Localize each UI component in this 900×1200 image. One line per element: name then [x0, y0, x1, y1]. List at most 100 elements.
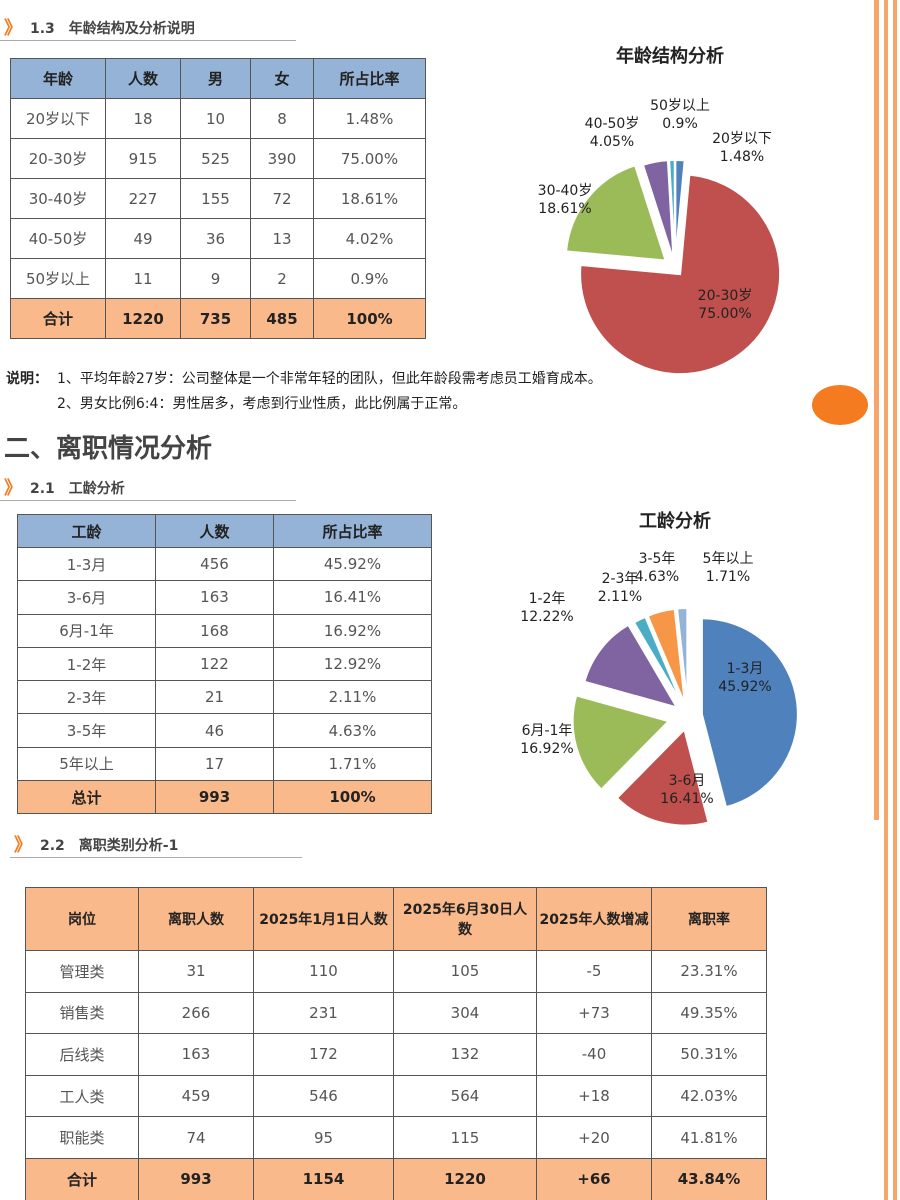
table-cell: 离职率	[651, 887, 767, 951]
table-cell: 485	[250, 298, 314, 339]
table-cell: 20-30岁	[10, 138, 106, 179]
table-cell: 1220	[105, 298, 181, 339]
note-line: 1、平均年龄27岁：公司整体是一个非常年轻的团队，但此年龄段需考虑员工婚育成本。	[57, 371, 602, 387]
stripe	[893, 0, 897, 1200]
table-cell: 30-40岁	[10, 178, 106, 219]
table-cell: 735	[180, 298, 251, 339]
stripe	[884, 0, 888, 1200]
table-cell: +20	[536, 1116, 652, 1159]
table-cell: 42.03%	[651, 1074, 767, 1118]
table-cell: 2	[250, 258, 314, 299]
table-cell: 21	[155, 680, 274, 715]
table-row: 职能类 74 95 115 +20 41.81%	[25, 1116, 767, 1159]
table-cell: 8	[250, 98, 314, 139]
table-cell: 163	[138, 1033, 254, 1076]
table-cell: 525	[180, 138, 251, 179]
table-cell: 1220	[393, 1157, 537, 1200]
table-cell: 销售类	[25, 991, 139, 1035]
slice-label: 3-5年	[639, 551, 676, 567]
table-cell: 11	[105, 258, 181, 299]
table-cell: 2-3年	[17, 680, 156, 715]
table-row: 2-3年 21 2.11%	[17, 680, 432, 715]
table-cell: 管理类	[25, 950, 139, 993]
slice-label: 30-40岁	[538, 183, 593, 199]
table-row: 20-30岁 915 525 390 75.00%	[10, 138, 426, 179]
chapter-heading: 二、离职情况分析	[4, 434, 213, 464]
slice-label: 1-2年	[529, 591, 566, 607]
heading-text: 2.1 工龄分析	[30, 481, 125, 497]
table-cell: 122	[155, 646, 274, 682]
table-cell: 1154	[253, 1157, 394, 1200]
table-cell: 50.31%	[651, 1033, 767, 1076]
table-row: 6月-1年 168 16.92%	[17, 613, 432, 648]
table-cell: 231	[253, 991, 394, 1035]
table-cell: 2025年人数增减	[536, 887, 652, 951]
table-cell: 132	[393, 1033, 537, 1076]
table-cell: 16.92%	[273, 613, 432, 648]
table-cell: 227	[105, 178, 181, 219]
table-cell: 5年以上	[17, 746, 156, 782]
slice-label: 20-30岁	[698, 288, 753, 304]
slice-value: 2.11%	[598, 589, 642, 605]
table-cell: 100%	[313, 298, 426, 339]
table-cell: 105	[393, 950, 537, 993]
table-cell: 2025年6月30日人数	[393, 887, 537, 951]
pie-slice	[675, 607, 689, 705]
slice-label: 1-3月	[727, 661, 764, 677]
table-cell: 49	[105, 218, 181, 259]
table-cell: 所占比率	[273, 514, 432, 548]
table-cell: 993	[138, 1157, 254, 1200]
pie-slice	[641, 159, 675, 261]
table-cell: 390	[250, 138, 314, 179]
table-row: 3-5年 46 4.63%	[17, 713, 432, 748]
table-cell: 职能类	[25, 1116, 139, 1159]
table-row: 管理类 31 110 105 -5 23.31%	[25, 950, 767, 993]
table: 工龄 人数 所占比率 1-3月 456 45.92% 3-6月 163 16.41% 6月-1年 1…	[17, 514, 432, 815]
table-cell: 915	[105, 138, 181, 179]
table-cell: 18	[105, 98, 181, 139]
table-cell: +66	[536, 1157, 652, 1200]
table-cell: 合计	[25, 1157, 139, 1200]
slice-label: 40-50岁	[585, 116, 640, 132]
table-cell: 155	[180, 178, 251, 219]
table-row: 1-3月 456 45.92%	[17, 546, 432, 582]
pie-slice	[579, 173, 782, 376]
table-cell: 后线类	[25, 1033, 139, 1076]
table-cell: 1-3月	[17, 546, 156, 582]
table-cell: +18	[536, 1074, 652, 1118]
table-cell: 2025年1月1日人数	[253, 887, 394, 951]
table-cell: 50岁以上	[10, 258, 106, 299]
table-row: 销售类 266 231 304 +73 49.35%	[25, 991, 767, 1035]
table-cell: 总计	[17, 780, 156, 815]
slice-value: 4.63%	[635, 569, 679, 585]
table-cell: 110	[253, 950, 394, 993]
pie-slice	[700, 617, 799, 809]
table: 年龄 人数男女所占比率 20岁以下 18 10 8 1.48% 20-30岁 915 525 390…	[10, 58, 426, 339]
decor-dot	[812, 385, 868, 425]
table-row: 工人类 459 546 564 +18 42.03%	[25, 1074, 767, 1118]
slice-value: 0.9%	[662, 116, 698, 132]
table-cell: 115	[393, 1116, 537, 1159]
table-cell: 3-6月	[17, 580, 156, 615]
table-row: 合计 993 1154 1220 +66 43.84%	[25, 1157, 767, 1200]
pie-slice	[571, 694, 671, 791]
table-cell: 46	[155, 713, 274, 748]
table-cell: -40	[536, 1033, 652, 1076]
table-cell: 31	[138, 950, 254, 993]
table-cell: 40-50岁	[10, 218, 106, 259]
table-cell: 岗位	[25, 887, 139, 951]
table-cell: 6月-1年	[17, 613, 156, 648]
table-cell: 95	[253, 1116, 394, 1159]
table-cell: 72	[250, 178, 314, 219]
slice-label: 2-3年	[602, 571, 639, 587]
pie-slice	[646, 607, 686, 705]
table-cell: 20岁以下	[10, 98, 106, 139]
table-cell: 18.61%	[313, 178, 426, 219]
table-row: 后线类 163 172 132 -40 50.31%	[25, 1033, 767, 1076]
slice-value: 16.41%	[660, 791, 713, 807]
table-row: 总计 993 100%	[17, 780, 432, 815]
table-cell: 4.02%	[313, 218, 426, 259]
table-row: 30-40岁 227 155 72 18.61%	[10, 178, 426, 219]
table: 岗位 离职人数 2025年1月1日人数 2025年6月30日人数 2025年人数增减 离职…	[25, 887, 767, 1200]
